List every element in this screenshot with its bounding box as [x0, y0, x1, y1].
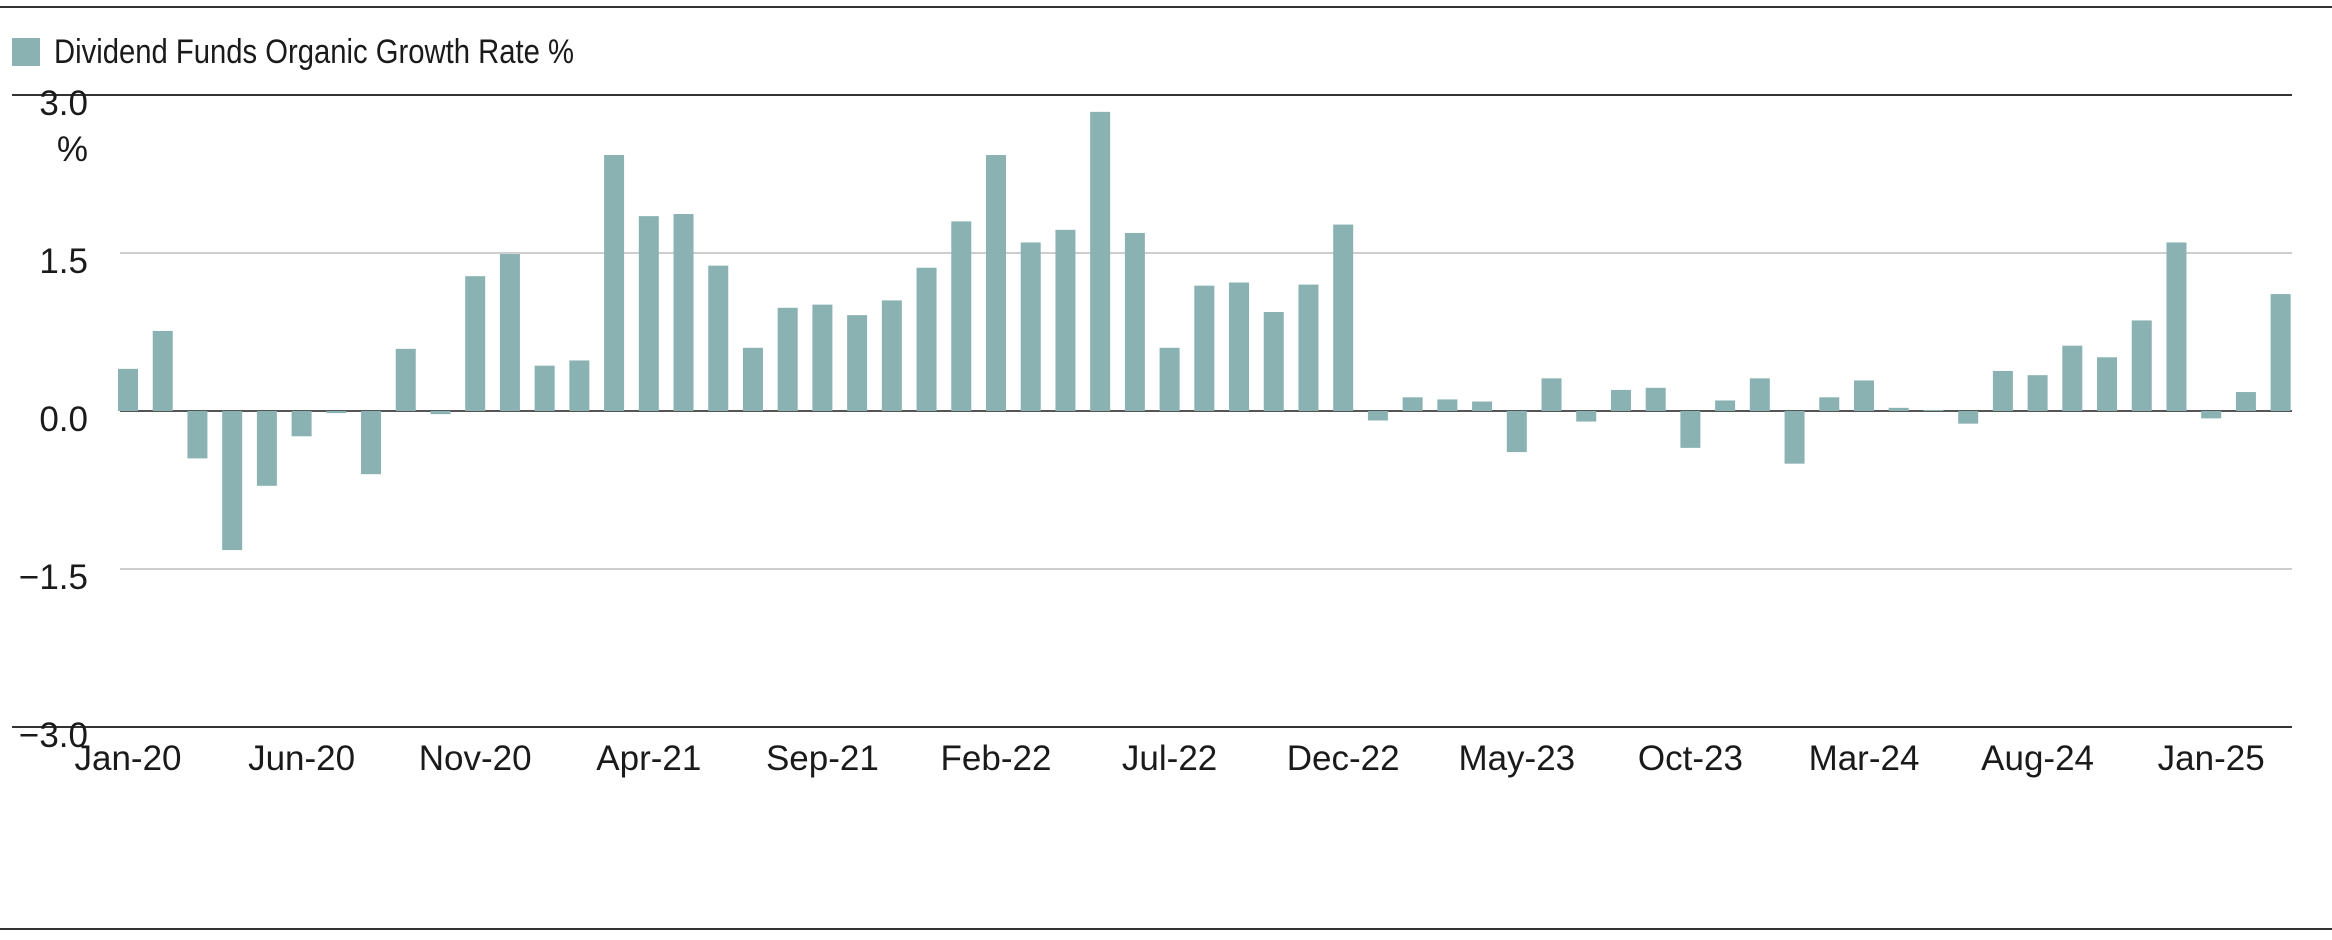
bar-jun-21 [708, 265, 729, 411]
bar-nov-23 [1715, 400, 1736, 411]
bar-feb-20 [152, 330, 173, 411]
x-tick-label: Feb-22 [941, 739, 1052, 778]
legend: Dividend Funds Organic Growth Rate % [12, 30, 659, 74]
gridlines [12, 94, 2292, 728]
bar-feb-21 [569, 360, 590, 411]
y-unit-label: % [57, 130, 88, 169]
x-tick-label: Apr-21 [596, 739, 701, 778]
x-tick-label: Jul-22 [1122, 739, 1217, 778]
y-axis-ticks: 3.0 1.5 0.0 −1.5 −3.0% [19, 84, 88, 755]
bar-mar-21 [604, 155, 625, 411]
bar-may-22 [1090, 111, 1111, 411]
bar-oct-21 [847, 315, 868, 411]
bar-apr-23 [1472, 401, 1493, 411]
legend-swatch [12, 38, 40, 66]
x-tick-label: Nov-20 [419, 739, 532, 778]
bar-oct-20 [430, 411, 451, 415]
bar-jan-22 [951, 221, 972, 411]
bottom-frame-line [0, 928, 2332, 930]
y-tick-label: −1.5 [19, 558, 88, 597]
y-tick-label: −3.0 [19, 716, 88, 755]
bar-feb-22 [986, 155, 1006, 411]
x-tick-label: Aug-24 [1981, 739, 2094, 778]
bar-oct-22 [1263, 311, 1284, 411]
bar-jul-24 [1992, 370, 2013, 411]
bar-may-24 [1923, 409, 1944, 411]
bar-mar-24 [1854, 380, 1874, 411]
bar-sep-21 [812, 304, 833, 411]
bar-nov-22 [1298, 284, 1319, 411]
y-tick-label: 3.0 [39, 84, 88, 123]
bar-sep-24 [2062, 345, 2083, 411]
bar-apr-21 [638, 216, 659, 411]
x-tick-label: Jun-20 [248, 739, 355, 778]
x-tick-label: Mar-24 [1809, 739, 1920, 778]
x-axis-ticks: Jan-20 Jun-20 Nov-20 Apr-21 Sep-21 Feb-22 Jul-… [74, 739, 2264, 778]
bar-oct-23 [1680, 411, 1701, 448]
bar-aug-22 [1194, 285, 1215, 411]
bar-apr-22 [1055, 229, 1076, 411]
bar-jun-23 [1541, 378, 1562, 411]
bar-dec-21 [916, 267, 937, 411]
bar-may-23 [1506, 411, 1527, 453]
bar-feb-24 [1819, 397, 1840, 411]
bar-jun-20 [291, 411, 312, 437]
bar-mar-25 [2270, 294, 2291, 411]
bar-dec-23 [1749, 378, 1770, 411]
bar-nov-24 [2131, 320, 2152, 411]
x-tick-label: Jan-25 [2158, 739, 2265, 778]
bar-dec-22 [1333, 224, 1354, 411]
bar-jan-21 [534, 365, 555, 411]
bar-sep-22 [1229, 282, 1250, 411]
bar-feb-23 [1402, 397, 1423, 411]
bar-apr-24 [1888, 407, 1909, 411]
bar-aug-24 [2027, 375, 2048, 411]
bar-aug-20 [361, 411, 382, 475]
bar-apr-20 [222, 411, 243, 551]
y-tick-label: 0.0 [39, 400, 88, 439]
bar-jan-23 [1367, 411, 1388, 421]
bar-jan-24 [1784, 411, 1805, 464]
bar-jun-24 [1958, 411, 1979, 424]
y-tick-label: 1.5 [39, 242, 88, 281]
x-tick-label: Jan-20 [74, 739, 181, 778]
bar-dec-24 [2166, 242, 2187, 411]
bar-nov-21 [881, 300, 902, 411]
bar-jul-22 [1159, 347, 1180, 411]
bar-mar-20 [187, 411, 208, 459]
legend-label: Dividend Funds Organic Growth Rate % [54, 32, 575, 71]
x-tick-label: Oct-23 [1638, 739, 1743, 778]
x-tick-label: Sep-21 [766, 739, 879, 778]
bar-mar-22 [1020, 242, 1041, 411]
bar-jul-23 [1576, 411, 1597, 422]
bar-sep-20 [395, 348, 416, 411]
bar-sep-23 [1645, 387, 1666, 411]
bar-may-21 [673, 214, 694, 411]
bar-feb-25 [2235, 392, 2256, 411]
bar-aug-21 [777, 307, 798, 411]
bar-oct-24 [2097, 357, 2118, 411]
x-tick-label: Dec-22 [1287, 739, 1400, 778]
bar-jul-20 [326, 411, 347, 414]
bar-jan-25 [2201, 411, 2222, 419]
bar-may-20 [256, 411, 277, 486]
bar-jul-21 [742, 347, 763, 411]
bar-jan-20 [118, 368, 138, 411]
top-frame-line [0, 6, 2332, 8]
bar-nov-20 [465, 276, 486, 411]
bar-aug-23 [1610, 389, 1631, 411]
bars [118, 111, 2291, 551]
x-tick-label: May-23 [1458, 739, 1575, 778]
bar-dec-20 [499, 254, 520, 411]
bar-mar-23 [1437, 399, 1458, 411]
bar-jun-22 [1124, 232, 1145, 411]
